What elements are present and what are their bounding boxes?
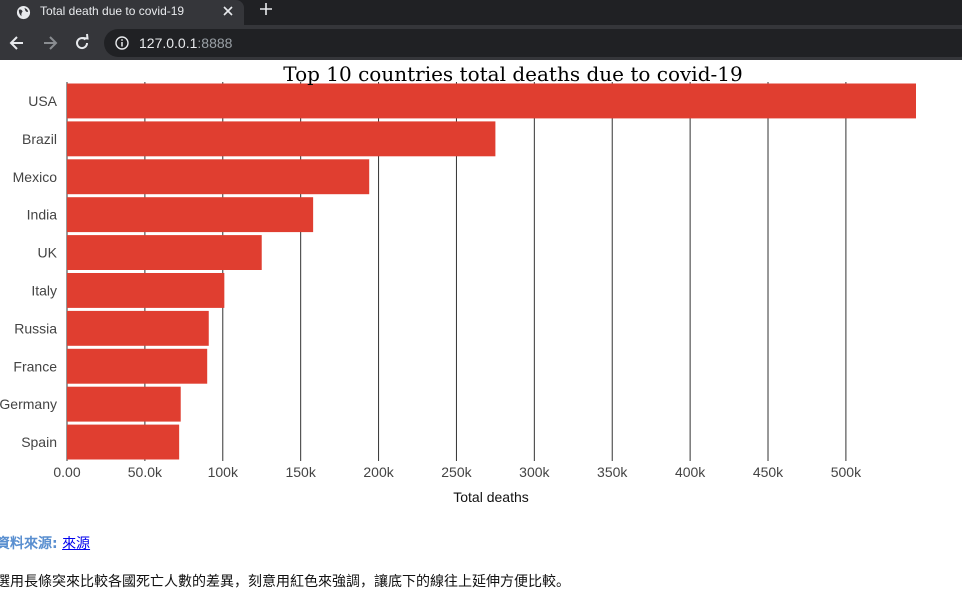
- bar-russia[interactable]: [67, 310, 209, 346]
- bars: [67, 83, 916, 460]
- back-arrow-icon[interactable]: [7, 33, 27, 53]
- forward-arrow-icon[interactable]: [40, 33, 60, 53]
- y-label-mexico: Mexico: [13, 169, 58, 185]
- y-label-india: India: [27, 207, 58, 223]
- x-tick-label: 350k: [597, 464, 628, 480]
- address-bar[interactable]: 127.0.0.1:8888: [104, 29, 962, 57]
- y-label-spain: Spain: [21, 434, 57, 450]
- bar-uk[interactable]: [67, 235, 262, 270]
- x-tick-label: 250k: [441, 464, 472, 480]
- source-line: 資料來源: 來源: [0, 533, 90, 553]
- url-port: :8888: [197, 35, 233, 51]
- x-tick-label: 0.00: [53, 464, 80, 480]
- y-axis-labels: USA Brazil Mexico India UK Italy Russia France G…: [0, 93, 58, 450]
- browser-toolbar: 127.0.0.1:8888: [0, 25, 962, 60]
- bar-brazil[interactable]: [67, 121, 496, 157]
- browser-tab[interactable]: Total death due to covid-19: [0, 0, 244, 25]
- x-axis-ticks: 0.00 50.0k 100k 150k 200k 250k 300k 350k 400k 450…: [53, 464, 862, 480]
- y-label-uk: UK: [38, 245, 58, 261]
- y-label-italy: Italy: [31, 282, 57, 298]
- x-tick-label: 200k: [363, 464, 394, 480]
- x-tick-label: 100k: [208, 464, 239, 480]
- source-link[interactable]: 來源: [62, 536, 91, 552]
- source-label: 資料來源:: [0, 536, 58, 552]
- y-label-usa: USA: [28, 93, 57, 109]
- chart-title: Top 10 countries total deaths due to cov…: [283, 62, 742, 86]
- x-tick-label: 150k: [285, 464, 316, 480]
- url-host: 127.0.0.1: [139, 35, 198, 51]
- tab-title: Total death due to covid-19: [40, 4, 185, 18]
- y-label-france: France: [13, 358, 57, 374]
- y-label-germany: Germany: [0, 396, 57, 412]
- description-text: 選用長條突來比較各國死亡人數的差異，刻意用紅色來強調，讓底下的線往上延伸方便比較…: [0, 574, 570, 590]
- bar-mexico[interactable]: [67, 159, 370, 195]
- new-tab-icon[interactable]: [258, 1, 274, 17]
- bar-spain[interactable]: [67, 424, 180, 460]
- url-text[interactable]: 127.0.0.1:8888: [139, 35, 232, 51]
- x-tick-label: 300k: [519, 464, 550, 480]
- x-tick-label: 50.0k: [128, 464, 163, 480]
- x-tick-label: 500k: [831, 464, 862, 480]
- x-tick-label: 450k: [753, 464, 784, 480]
- globe-icon: [16, 5, 31, 20]
- reload-icon[interactable]: [72, 33, 92, 53]
- x-tick-label: 400k: [675, 464, 706, 480]
- bar-usa[interactable]: [67, 83, 916, 119]
- y-label-brazil: Brazil: [22, 131, 57, 147]
- info-icon[interactable]: [115, 36, 129, 50]
- bar-germany[interactable]: [67, 386, 181, 422]
- close-icon[interactable]: [221, 4, 235, 18]
- bar-chart: USA Brazil Mexico India UK Italy Russia France G…: [0, 62, 916, 505]
- x-axis-label: Total deaths: [453, 489, 529, 505]
- tab-strip: Total death due to covid-19: [0, 0, 962, 25]
- y-label-russia: Russia: [14, 320, 57, 336]
- bar-italy[interactable]: [67, 273, 225, 308]
- bar-france[interactable]: [67, 348, 208, 384]
- bar-india[interactable]: [67, 197, 314, 233]
